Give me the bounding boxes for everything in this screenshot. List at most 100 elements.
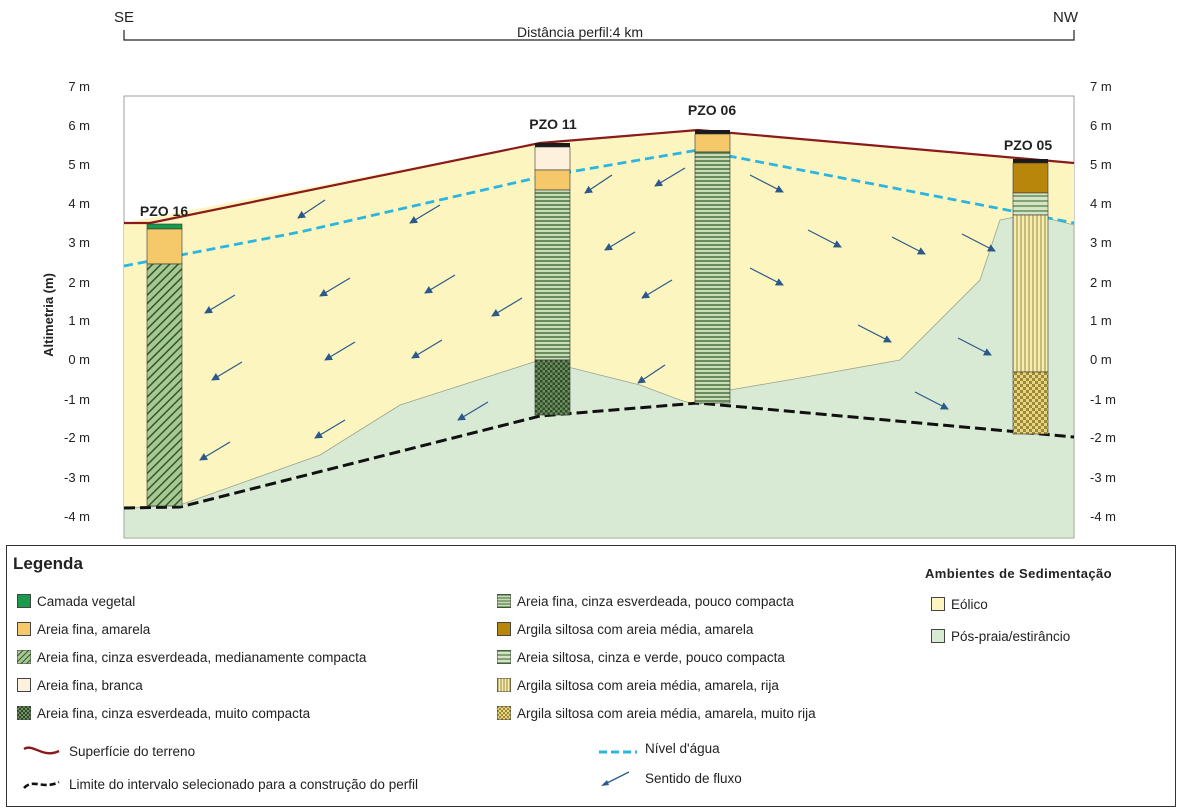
legend-item-flow: Sentido de fluxo <box>597 768 742 788</box>
water-level-icon <box>599 750 637 754</box>
legend-label: Areia fina, branca <box>37 677 143 693</box>
y-tick-right: -1 m <box>1090 392 1116 407</box>
y-tick-left: 2 m <box>68 275 90 290</box>
flow-arrow <box>297 199 326 219</box>
legend-item-eolico: Eólico <box>931 594 988 614</box>
legend-label: Areia fina, amarela <box>37 621 151 637</box>
legend-label: Areia siltosa, cinza e verde, pouco comp… <box>517 649 785 665</box>
well-label-pzo11: PZO 11 <box>529 116 577 132</box>
y-tick-left: 3 m <box>68 235 90 250</box>
well-label-pzo05: PZO 05 <box>1004 137 1052 153</box>
y-tick-left: 0 m <box>68 352 90 367</box>
well-pzo05 <box>1012 159 1049 435</box>
legend-swatch <box>931 629 945 643</box>
y-tick-right: 4 m <box>1090 196 1112 211</box>
legend-label: Areia fina, cinza esverdeada, muito comp… <box>37 705 311 721</box>
y-axis-label: Altimetria (m) <box>41 273 56 357</box>
flow-arrow <box>211 361 243 381</box>
flow-arrows <box>199 167 996 461</box>
y-tick-right: -4 m <box>1090 509 1116 524</box>
flow-arrow <box>584 174 613 194</box>
flow-arrow <box>409 204 441 224</box>
well-pzo06 <box>694 130 731 404</box>
flow-arrow <box>324 341 356 361</box>
flow-arrow <box>204 294 236 314</box>
legend-title: Legenda <box>13 554 83 573</box>
flow-arrow <box>424 274 456 294</box>
flow-arrow-icon <box>601 771 630 786</box>
legend-label: Superfície do terreno <box>69 743 196 759</box>
y-ticks-right: 7 m 6 m 5 m 4 m 3 m 2 m 1 m 0 m -1 m -2 … <box>1090 79 1116 524</box>
distance-label: Distância perfil:4 km <box>517 24 643 40</box>
well-pzo16 <box>146 223 183 507</box>
legend-item-areia-muito-compacta: Areia fina, cinza esverdeada, muito comp… <box>17 703 310 723</box>
flow-arrow <box>807 229 842 248</box>
legend-swatch <box>17 678 31 692</box>
legend-swatch <box>497 594 511 608</box>
legend-label: Limite do intervalo selecionado para a c… <box>69 776 418 792</box>
interval-limit <box>123 401 1075 510</box>
y-tick-right: -3 m <box>1090 470 1116 485</box>
flow-arrow <box>749 174 784 193</box>
legend-swatch <box>497 678 511 692</box>
y-tick-left: 5 m <box>68 157 90 172</box>
flow-arrow <box>891 236 926 255</box>
interval-limit-icon <box>23 780 60 789</box>
flow-arrow <box>457 401 489 421</box>
legend-label: Areia fina, cinza esverdeada, medianamen… <box>37 649 367 665</box>
flow-arrow <box>641 279 673 299</box>
legend-item-areia-siltosa: Areia siltosa, cinza e verde, pouco comp… <box>497 647 785 667</box>
legend-item-areia-amarela: Areia fina, amarela <box>17 619 150 639</box>
legend-item-areia-medianamente-compacta: Areia fina, cinza esverdeada, medianamen… <box>17 647 366 667</box>
legend-item-argila-rija: Argila siltosa com areia média, amarela,… <box>497 675 779 695</box>
y-tick-left: -1 m <box>64 392 90 407</box>
flow-arrow <box>411 339 443 359</box>
y-tick-left: -2 m <box>64 430 90 445</box>
y-tick-right: 3 m <box>1090 235 1112 250</box>
legend-swatch <box>497 650 511 664</box>
ambientes-title: Ambientes de Sedimentação <box>925 566 1112 581</box>
flow-arrow <box>857 324 892 343</box>
y-tick-right: -2 m <box>1090 430 1116 445</box>
legend-swatch <box>17 706 31 720</box>
flow-arrow <box>749 267 784 286</box>
flow-arrow <box>961 233 996 252</box>
geologic-profile: SE NW Distância perfil:4 km P <box>41 9 1116 539</box>
flow-arrow <box>914 391 949 410</box>
legend-item-argila-amarela: Argila siltosa com areia média, amarela <box>497 619 753 639</box>
y-tick-left: -4 m <box>64 509 90 524</box>
legend-label: Sentido de fluxo <box>645 770 742 786</box>
well-label-pzo16: PZO 16 <box>140 203 188 219</box>
legend-swatch <box>931 597 945 611</box>
legend-swatch <box>497 706 511 720</box>
legend-item-areia-pouco-compacta: Areia fina, cinza esverdeada, pouco comp… <box>497 591 794 611</box>
direction-left: SE <box>114 9 134 26</box>
y-tick-left: 1 m <box>68 313 90 328</box>
legend-box: Legenda Camada vegetal Areia fina, amare… <box>6 545 1176 807</box>
flow-arrow <box>957 337 992 356</box>
legend-swatch <box>17 622 31 636</box>
legend-item-terrain: Superfície do terreno <box>21 741 195 761</box>
well-pzo11 <box>534 143 571 416</box>
flow-arrow <box>491 297 523 317</box>
flow-arrow <box>637 364 666 384</box>
y-tick-right: 1 m <box>1090 313 1112 328</box>
legend-item-pos-praia: Pós-praia/estirâncio <box>931 626 1070 646</box>
legend-label: Argila siltosa com areia média, amarela,… <box>517 677 779 693</box>
y-tick-right: 7 m <box>1090 79 1112 94</box>
y-tick-left: 4 m <box>68 196 90 211</box>
legend-label: Nível d'água <box>645 740 720 756</box>
distance-bar <box>123 30 1075 41</box>
legend-item-areia-branca: Areia fina, branca <box>17 675 143 695</box>
y-tick-right: 6 m <box>1090 118 1112 133</box>
legend-item-interval-limit: Limite do intervalo selecionado para a c… <box>21 774 418 794</box>
y-tick-right: 2 m <box>1090 275 1112 290</box>
legend-label: Camada vegetal <box>37 593 136 609</box>
legend-label: Areia fina, cinza esverdeada, pouco comp… <box>517 593 794 609</box>
legend-item-camada-vegetal: Camada vegetal <box>17 591 135 611</box>
legend-swatch <box>497 622 511 636</box>
legend-item-argila-muito-rija: Argila siltosa com areia média, amarela,… <box>497 703 816 723</box>
legend-label: Pós-praia/estirâncio <box>951 628 1071 644</box>
y-ticks-left: 7 m 6 m 5 m 4 m 3 m 2 m 1 m 0 m -1 m -2 … <box>64 79 90 524</box>
flow-arrow <box>199 441 231 461</box>
